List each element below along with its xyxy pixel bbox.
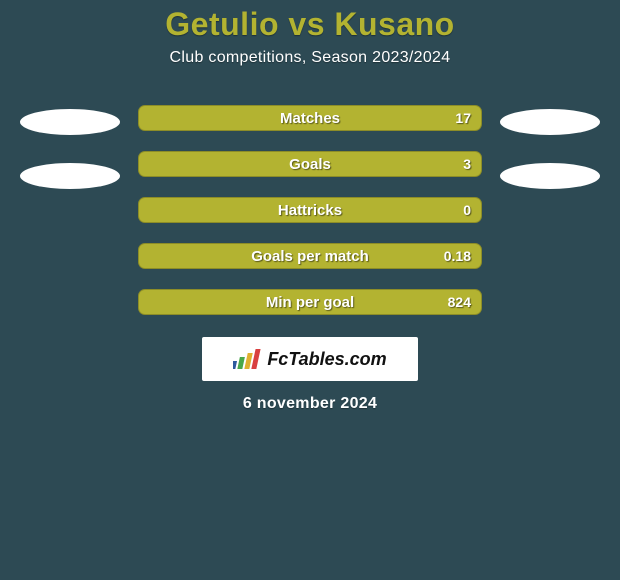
stat-bar: Goals 3 [138, 151, 482, 177]
stat-bar: Matches 17 [138, 105, 482, 131]
placeholder-oval [20, 163, 120, 189]
stat-bar-value: 0 [463, 202, 471, 218]
page-subtitle: Club competitions, Season 2023/2024 [170, 49, 451, 67]
stat-bar-label: Matches [280, 110, 340, 127]
stat-bar-label: Goals per match [251, 248, 369, 265]
stat-bar-label: Goals [289, 156, 331, 173]
stat-bar-value: 17 [455, 110, 471, 126]
page-title: Getulio vs Kusano [165, 6, 454, 43]
placeholder-oval [500, 163, 600, 189]
stat-bars: Matches 17 Goals 3 Hattricks 0 Goals per match… [138, 105, 482, 315]
stat-bar-value: 0.18 [444, 248, 471, 264]
stat-bar-value: 3 [463, 156, 471, 172]
stat-bar-value: 824 [448, 294, 471, 310]
stat-bar-label: Min per goal [266, 294, 354, 311]
chart-area: Matches 17 Goals 3 Hattricks 0 Goals per match… [0, 105, 620, 315]
left-oval-column [20, 105, 120, 189]
placeholder-oval [20, 109, 120, 135]
stat-bar-label: Hattricks [278, 202, 342, 219]
stat-bar: Hattricks 0 [138, 197, 482, 223]
bar-chart-icon [233, 347, 263, 371]
infographic-root: Getulio vs Kusano Club competitions, Sea… [0, 0, 620, 580]
stat-bar: Min per goal 824 [138, 289, 482, 315]
right-oval-column [500, 105, 600, 189]
placeholder-oval [500, 109, 600, 135]
logo-text: FcTables.com [267, 349, 386, 370]
logo-box: FcTables.com [202, 337, 418, 381]
date-text: 6 november 2024 [243, 395, 377, 413]
stat-bar: Goals per match 0.18 [138, 243, 482, 269]
